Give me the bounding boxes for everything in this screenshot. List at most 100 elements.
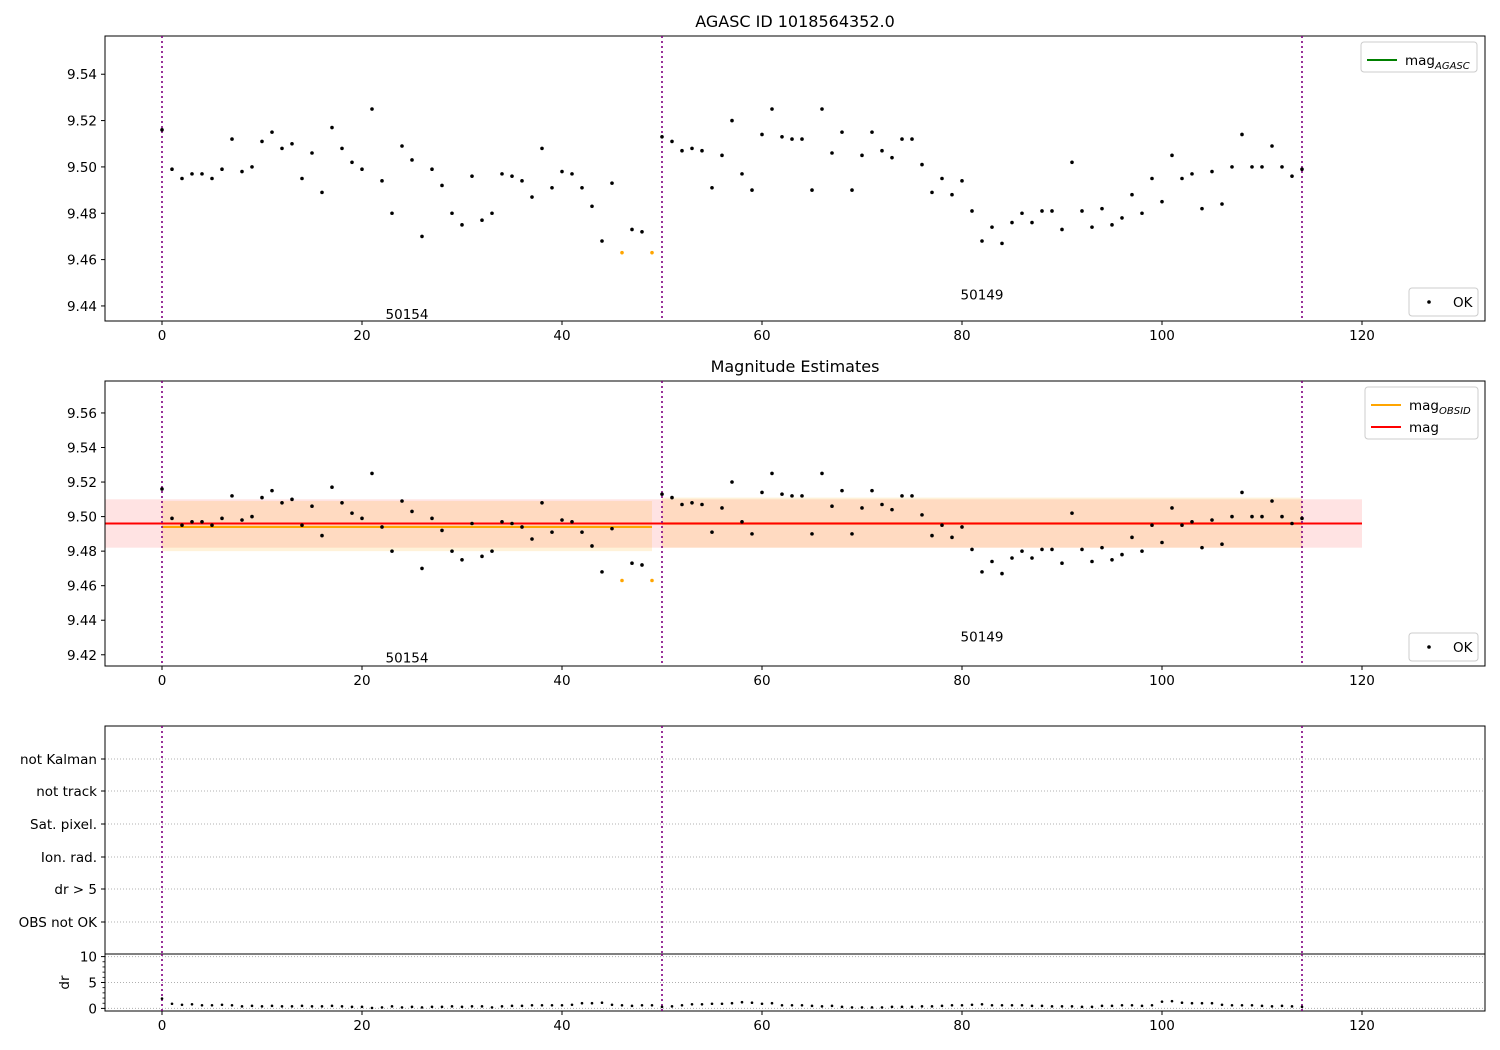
- dr-point: [250, 1004, 254, 1008]
- dr-point: [620, 1004, 624, 1007]
- x-tick-label: 80: [953, 1018, 970, 1034]
- dr-point: [410, 1005, 414, 1009]
- dr-panel: 0 5 10 dr 0 20 40 60 80 100 120: [57, 950, 1486, 1034]
- data-point-ok: [730, 480, 734, 484]
- y-tick-label: 9.52: [67, 475, 97, 491]
- data-point-ok: [1260, 165, 1264, 169]
- data-point-ok: [200, 172, 204, 176]
- dr-point: [580, 1001, 584, 1005]
- data-point-ok: [970, 547, 974, 552]
- data-point-ok: [1280, 514, 1284, 519]
- data-point-ok: [1060, 227, 1064, 232]
- data-point-ok: [1080, 209, 1084, 213]
- data-point-ok: [1250, 514, 1254, 519]
- data-point-ok: [670, 495, 674, 500]
- data-point-ok: [750, 188, 754, 192]
- data-point-ok: [1210, 169, 1214, 174]
- middle-chart-title: Magnitude Estimates: [711, 357, 880, 376]
- y-tick-label: 9.54: [67, 67, 97, 83]
- data-point-ok: [720, 506, 724, 510]
- data-point-ok: [390, 549, 394, 553]
- data-point-ok: [530, 537, 534, 541]
- data-point-ok: [770, 107, 774, 111]
- data-point-flagged: [620, 578, 624, 583]
- dr-point: [270, 1004, 274, 1008]
- data-point-ok: [160, 128, 164, 132]
- dr-point: [1040, 1004, 1044, 1008]
- data-point-ok: [1260, 514, 1264, 519]
- data-point-ok: [360, 516, 364, 521]
- data-point-ok: [640, 563, 644, 567]
- dr-point: [860, 1006, 864, 1009]
- x-tick-label: 20: [353, 328, 370, 344]
- data-point-ok: [220, 516, 224, 521]
- dr-point: [320, 1005, 324, 1008]
- y-tick-label: 9.50: [67, 160, 97, 176]
- obsid-annotation: 50154: [386, 307, 429, 323]
- data-point-ok: [800, 494, 804, 498]
- data-point-ok: [690, 500, 694, 505]
- data-point-ok: [700, 502, 704, 507]
- data-point-ok: [660, 492, 664, 496]
- y-tick-label: 9.50: [67, 510, 97, 526]
- dr-point: [510, 1004, 514, 1008]
- data-point-ok: [500, 172, 504, 176]
- legend-entry-label: OK: [1453, 640, 1474, 656]
- dr-point: [1180, 1001, 1184, 1005]
- data-point-ok: [1200, 545, 1204, 550]
- data-point-ok: [250, 514, 254, 519]
- data-point-ok: [170, 516, 174, 521]
- data-point-ok: [640, 229, 644, 234]
- data-point-ok: [1220, 202, 1224, 206]
- dr-point: [1100, 1004, 1104, 1008]
- data-point-ok: [830, 504, 834, 509]
- data-point-ok: [900, 137, 904, 141]
- dr-point: [160, 997, 164, 1000]
- data-point-ok: [1240, 132, 1244, 137]
- dr-point: [790, 1004, 794, 1007]
- dr-point: [360, 1005, 364, 1009]
- x-tick-label: 80: [953, 328, 970, 344]
- data-point-ok: [1270, 499, 1274, 503]
- dr-point: [520, 1004, 524, 1008]
- y-tick-label: 9.42: [67, 648, 97, 664]
- dr-point: [1140, 1004, 1144, 1008]
- dr-point: [820, 1005, 824, 1008]
- data-point-ok: [550, 185, 554, 190]
- top-chart-title: AGASC ID 1018564352.0: [695, 12, 895, 31]
- data-point-ok: [1130, 192, 1134, 197]
- dr-point: [1070, 1005, 1074, 1008]
- flag-category-label: Sat. pixel.: [30, 817, 97, 833]
- data-point-ok: [870, 488, 874, 493]
- data-point-ok: [920, 162, 924, 167]
- dr-point: [1170, 999, 1174, 1003]
- data-point-ok: [810, 188, 814, 192]
- data-point-ok: [430, 167, 434, 172]
- data-point-ok: [610, 526, 614, 531]
- dr-point: [740, 1000, 744, 1004]
- data-point-ok: [490, 211, 494, 216]
- y-tick-label: 9.56: [67, 406, 97, 422]
- dr-point: [830, 1004, 834, 1008]
- data-point-ok: [400, 499, 404, 503]
- data-point-ok: [1050, 547, 1054, 552]
- data-point-ok: [920, 513, 924, 517]
- data-point-ok: [560, 518, 564, 522]
- data-point-ok: [450, 211, 454, 216]
- obsid-annotation: 50149: [961, 630, 1004, 646]
- data-point-ok: [1140, 549, 1144, 553]
- data-point-ok: [280, 500, 284, 505]
- dr-point: [1190, 1001, 1194, 1005]
- data-point-ok: [1230, 514, 1234, 519]
- legend-marker-swatch: [1427, 645, 1431, 649]
- data-point-ok: [320, 533, 324, 538]
- data-point-ok: [230, 137, 234, 141]
- data-point-ok: [410, 509, 414, 514]
- data-point-ok: [520, 179, 524, 183]
- data-point-ok: [550, 530, 554, 534]
- dr-point: [290, 1005, 294, 1008]
- dr-point: [1080, 1005, 1084, 1009]
- data-point-ok: [730, 118, 734, 123]
- dr-point: [730, 1001, 734, 1005]
